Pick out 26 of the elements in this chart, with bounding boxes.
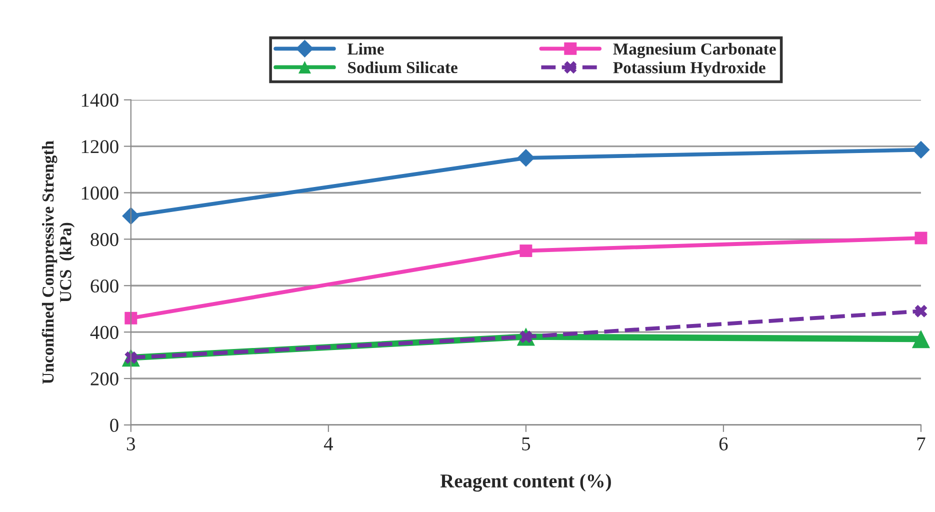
point [912, 330, 930, 348]
y-tick-label: 1200 [82, 140, 118, 154]
y-axis-title: Unconfined Compressive Strength UCS (kPa) [42, 140, 75, 384]
x-tick-label: 4 [324, 437, 333, 450]
legend-label: Lime [348, 42, 384, 55]
legend-label: Magnesium Carbonate [613, 42, 776, 58]
y-tick-label: 1000 [82, 186, 118, 200]
y-tick-label: 0 [110, 418, 118, 432]
point [517, 149, 535, 167]
y-tick-label: 600 [90, 279, 118, 293]
point [912, 140, 930, 159]
legend-label: Sodium Silicate [348, 61, 458, 74]
y-tick-label: 1400 [82, 94, 118, 107]
y-tick-label: 400 [90, 326, 118, 340]
point [914, 304, 928, 318]
x-tick-label: 5 [522, 438, 530, 450]
point [914, 232, 928, 244]
y-tick-label: 800 [90, 232, 118, 246]
point [124, 312, 138, 324]
x-tick-label: 6 [719, 437, 728, 450]
x-tick-label: 7 [917, 438, 926, 450]
x-axis-title: Reagent content (%) [440, 474, 611, 492]
x-tick-label: 3 [126, 437, 135, 450]
legend-label: Potassium Hydroxide [613, 62, 766, 77]
y-tick-label: 200 [90, 372, 118, 386]
point [520, 244, 532, 258]
